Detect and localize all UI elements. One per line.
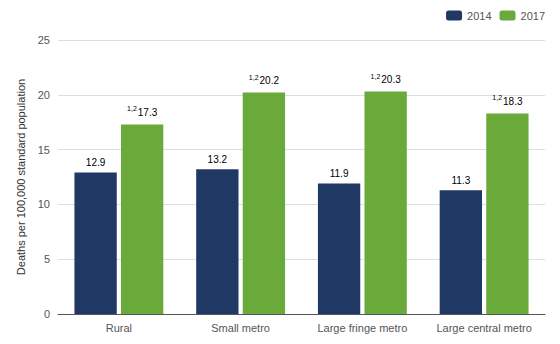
svg-text:Large central metro: Large central metro xyxy=(436,322,531,334)
svg-text:11.3: 11.3 xyxy=(451,175,470,186)
svg-text:20.2: 20.2 xyxy=(260,75,280,86)
svg-text:18.3: 18.3 xyxy=(503,96,523,107)
svg-text:1,2: 1,2 xyxy=(492,94,502,101)
svg-text:5: 5 xyxy=(44,253,50,265)
svg-text:1,2: 1,2 xyxy=(127,105,137,112)
svg-text:0: 0 xyxy=(44,308,50,320)
svg-text:25: 25 xyxy=(38,34,50,46)
svg-text:17.3: 17.3 xyxy=(138,107,158,118)
svg-text:1,2: 1,2 xyxy=(249,74,259,81)
svg-text:11.9: 11.9 xyxy=(330,168,349,179)
svg-text:2014: 2014 xyxy=(467,10,491,22)
svg-text:10: 10 xyxy=(38,198,50,210)
svg-text:20: 20 xyxy=(38,89,50,101)
svg-text:2017: 2017 xyxy=(521,10,545,22)
svg-text:20.3: 20.3 xyxy=(381,74,401,85)
svg-text:Small metro: Small metro xyxy=(211,322,270,334)
svg-text:Large fringe metro: Large fringe metro xyxy=(317,322,407,334)
svg-text:12.9: 12.9 xyxy=(86,157,106,168)
svg-text:Deaths per 100,000 standard po: Deaths per 100,000 standard population xyxy=(15,79,27,275)
svg-text:Rural: Rural xyxy=(106,322,132,334)
svg-text:15: 15 xyxy=(38,144,50,156)
svg-text:13.2: 13.2 xyxy=(208,154,228,165)
svg-text:1,2: 1,2 xyxy=(371,73,381,80)
